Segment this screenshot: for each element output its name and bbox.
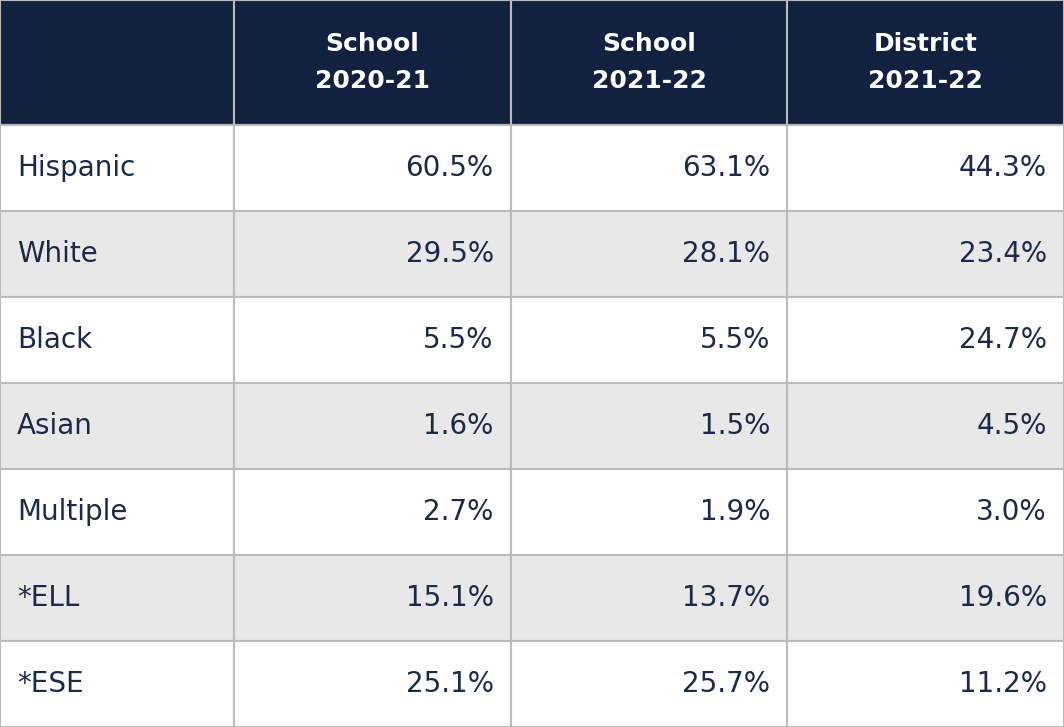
Bar — [0, 211, 234, 297]
Text: 2020-21: 2020-21 — [315, 68, 430, 92]
Text: 5.5%: 5.5% — [423, 326, 494, 354]
Text: 2.7%: 2.7% — [423, 498, 494, 526]
Text: 2021-22: 2021-22 — [592, 68, 706, 92]
Bar — [787, 297, 1064, 383]
Bar — [234, 124, 511, 211]
Text: School: School — [326, 32, 419, 56]
Bar — [234, 211, 511, 297]
Bar — [511, 469, 787, 555]
Bar — [234, 0, 511, 124]
Bar — [511, 641, 787, 727]
Text: Black: Black — [17, 326, 93, 354]
Bar — [0, 555, 234, 641]
Bar — [0, 383, 234, 469]
Bar — [234, 383, 511, 469]
Bar — [511, 555, 787, 641]
Text: 3.0%: 3.0% — [977, 498, 1047, 526]
Text: 19.6%: 19.6% — [959, 584, 1047, 612]
Bar — [511, 297, 787, 383]
Text: 2021-22: 2021-22 — [868, 68, 983, 92]
Text: White: White — [17, 240, 98, 268]
Bar — [511, 124, 787, 211]
Text: 25.7%: 25.7% — [682, 670, 770, 698]
Bar — [234, 641, 511, 727]
Bar — [0, 124, 234, 211]
Text: 23.4%: 23.4% — [959, 240, 1047, 268]
Text: 25.1%: 25.1% — [405, 670, 494, 698]
Text: 60.5%: 60.5% — [405, 153, 494, 182]
Bar — [787, 641, 1064, 727]
Bar — [234, 555, 511, 641]
Bar — [234, 297, 511, 383]
Bar — [0, 469, 234, 555]
Text: 1.9%: 1.9% — [700, 498, 770, 526]
Text: 5.5%: 5.5% — [700, 326, 770, 354]
Text: Hispanic: Hispanic — [17, 153, 135, 182]
Bar — [234, 469, 511, 555]
Text: *ELL: *ELL — [17, 584, 80, 612]
Text: 1.6%: 1.6% — [423, 411, 494, 440]
Text: 13.7%: 13.7% — [682, 584, 770, 612]
Bar — [787, 469, 1064, 555]
Bar — [787, 124, 1064, 211]
Bar — [511, 211, 787, 297]
Text: 1.5%: 1.5% — [700, 411, 770, 440]
Bar — [511, 383, 787, 469]
Bar — [787, 383, 1064, 469]
Text: 44.3%: 44.3% — [959, 153, 1047, 182]
Text: 11.2%: 11.2% — [959, 670, 1047, 698]
Text: School: School — [602, 32, 696, 56]
Bar — [787, 211, 1064, 297]
Bar — [787, 555, 1064, 641]
Bar — [511, 0, 787, 124]
Bar — [0, 0, 234, 124]
Text: 28.1%: 28.1% — [682, 240, 770, 268]
Bar — [787, 0, 1064, 124]
Text: 15.1%: 15.1% — [405, 584, 494, 612]
Text: 4.5%: 4.5% — [977, 411, 1047, 440]
Bar — [0, 297, 234, 383]
Text: *ESE: *ESE — [17, 670, 84, 698]
Text: 24.7%: 24.7% — [959, 326, 1047, 354]
Bar — [0, 641, 234, 727]
Text: District: District — [874, 32, 978, 56]
Text: Asian: Asian — [17, 411, 93, 440]
Text: 29.5%: 29.5% — [405, 240, 494, 268]
Text: 63.1%: 63.1% — [682, 153, 770, 182]
Text: Multiple: Multiple — [17, 498, 128, 526]
